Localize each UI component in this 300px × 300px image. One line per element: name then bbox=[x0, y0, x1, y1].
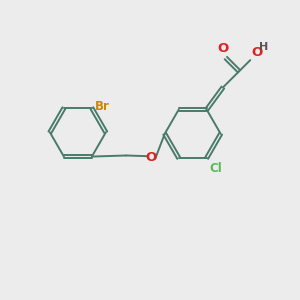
Text: Cl: Cl bbox=[209, 162, 222, 175]
Text: O: O bbox=[146, 151, 157, 164]
Text: O: O bbox=[218, 41, 229, 55]
Text: O: O bbox=[251, 46, 263, 59]
Text: H: H bbox=[259, 42, 268, 52]
Text: Br: Br bbox=[95, 100, 110, 113]
